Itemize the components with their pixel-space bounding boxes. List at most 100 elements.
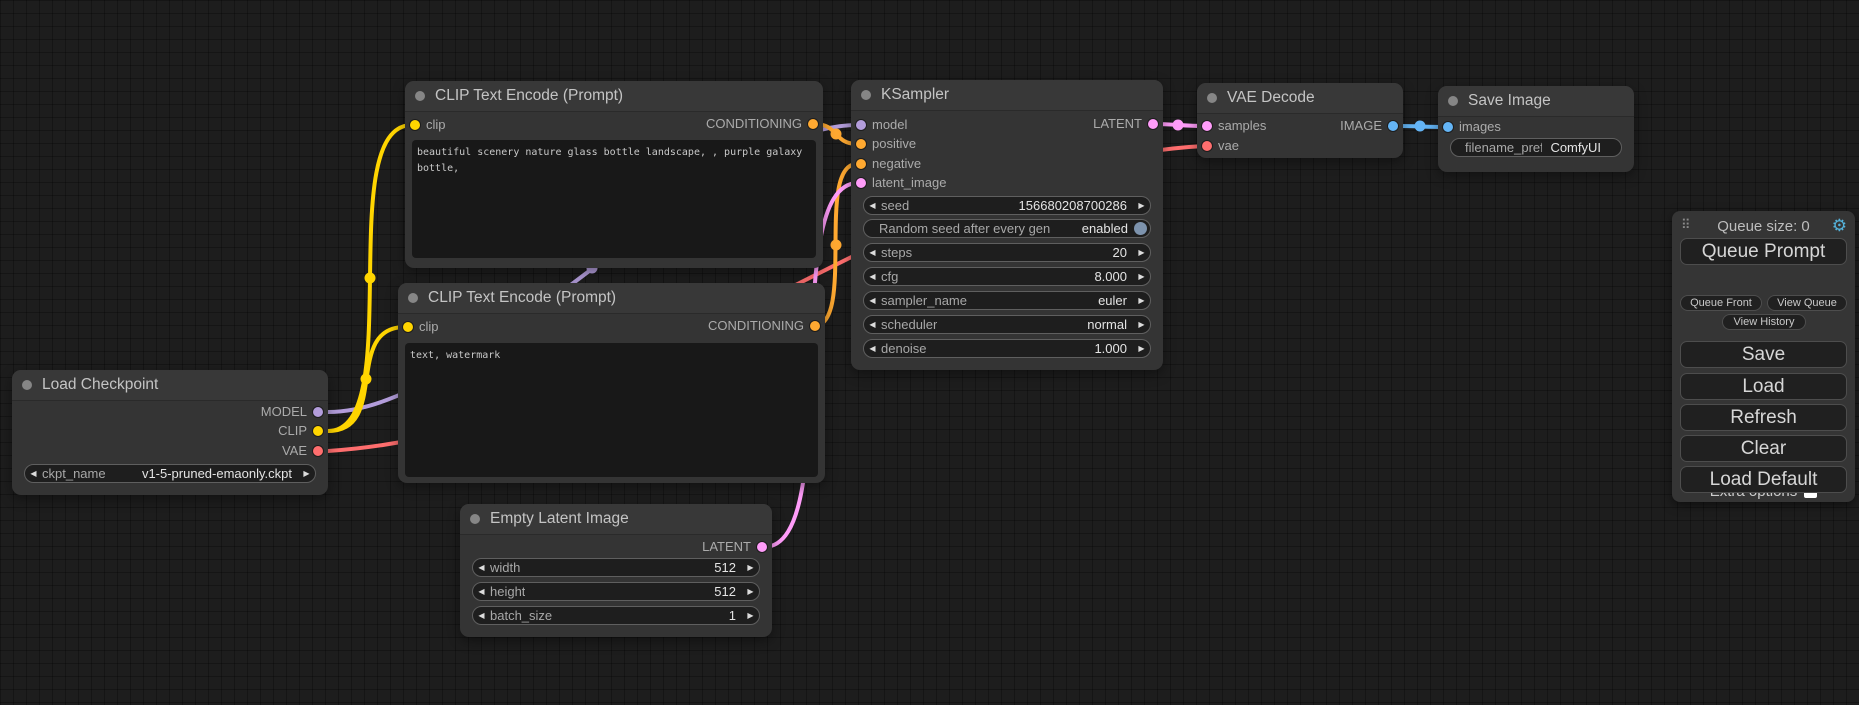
input-slot-dot-latent_image[interactable] [856,178,866,188]
input-slot-dot-negative[interactable] [856,159,866,169]
node-title-label: Empty Latent Image [490,510,629,527]
collapse-dot[interactable] [861,90,871,100]
arrow-left-icon[interactable]: ◀ [869,344,876,353]
arrow-right-icon[interactable]: ▶ [1138,201,1145,210]
input-slot-label: positive [872,136,917,151]
input-slot-vae: vae [1197,137,1239,155]
input-slot-dot-model[interactable] [856,120,866,130]
arrow-left-icon[interactable]: ◀ [869,248,876,257]
arrow-left-icon[interactable]: ◀ [478,563,485,572]
widget-value: 20 [1112,245,1127,260]
arrow-left-icon[interactable]: ◀ [478,611,485,620]
widget-width[interactable]: ◀ width 512 ▶ [472,558,760,577]
save-button[interactable]: Save [1680,341,1847,368]
arrow-right-icon[interactable]: ▶ [747,587,754,596]
output-slot-clip: CLIP [278,422,328,440]
prompt-textarea[interactable]: beautiful scenery nature glass bottle la… [412,140,816,258]
collapse-dot[interactable] [415,91,425,101]
node-clip-text-encode-1[interactable]: CLIP Text Encode (Prompt) clip CONDITIONIN… [405,81,823,268]
node-title: CLIP Text Encode (Prompt) [398,283,825,314]
gear-icon[interactable]: ⚙ [1831,216,1847,235]
input-slot-dot-images[interactable] [1443,122,1453,132]
widget-random-seed-after-every-gen[interactable]: Random seed after every gen enabled [863,219,1151,238]
collapse-dot[interactable] [408,293,418,303]
widget-value: normal [1087,317,1127,332]
output-slot-dot-image[interactable] [1388,121,1398,131]
queue-size-label: Queue size: 0 [1717,218,1810,235]
input-slot-dot-positive[interactable] [856,139,866,149]
arrow-right-icon[interactable]: ▶ [1138,272,1145,281]
node-title-label: CLIP Text Encode (Prompt) [435,87,624,104]
output-slot-dot-conditioning[interactable] [808,119,818,129]
arrow-left-icon[interactable]: ◀ [869,201,876,210]
input-slot-label: negative [872,156,922,171]
output-slot-dot-latent[interactable] [1148,119,1158,129]
collapse-dot[interactable] [1448,96,1458,106]
node-title-label: VAE Decode [1227,89,1315,106]
toggle-knob[interactable] [1134,222,1147,235]
view-history-button[interactable]: View History [1722,314,1806,330]
output-slot-dot-clip[interactable] [313,426,323,436]
output-slot-label: LATENT [702,539,751,554]
arrow-right-icon[interactable]: ▶ [1138,248,1145,257]
arrow-left-icon[interactable]: ◀ [869,296,876,305]
view-queue-button[interactable]: View Queue [1767,295,1847,311]
arrow-right-icon[interactable]: ▶ [303,469,310,478]
prompt-textarea[interactable]: text, watermark [405,343,818,477]
refresh-button[interactable]: Refresh [1680,404,1847,431]
widget-height[interactable]: ◀ height 512 ▶ [472,582,760,601]
input-slot-samples: samples [1197,117,1266,135]
widget-seed[interactable]: ◀ seed 156680208700286 ▶ [863,196,1151,215]
widget-scheduler[interactable]: ◀ scheduler normal ▶ [863,315,1151,334]
clear-button[interactable]: Clear [1680,435,1847,462]
widget-value: ComfyUI [1550,140,1601,155]
load-default-button[interactable]: Load Default [1680,466,1847,493]
queue-front-button[interactable]: Queue Front [1680,295,1762,311]
node-vae-decode[interactable]: VAE Decode samples vae IMAGE [1197,83,1403,158]
input-slot-dot-vae[interactable] [1202,141,1212,151]
collapse-dot[interactable] [22,380,32,390]
arrow-left-icon[interactable]: ◀ [869,272,876,281]
node-title: Empty Latent Image [460,504,772,535]
arrow-left-icon[interactable]: ◀ [30,469,37,478]
widget-batch_size[interactable]: ◀ batch_size 1 ▶ [472,606,760,625]
queue-prompt-button[interactable]: Queue Prompt [1680,238,1847,265]
output-slot-dot-model[interactable] [313,407,323,417]
output-slot-dot-conditioning[interactable] [810,321,820,331]
input-slot-dot-clip[interactable] [410,120,420,130]
arrow-right-icon[interactable]: ▶ [1138,296,1145,305]
input-slot-dot-clip[interactable] [403,322,413,332]
input-slot-label: model [872,117,908,132]
node-title-label: KSampler [881,86,950,103]
widget-ckpt_name[interactable]: ◀ ckpt_name v1-5-pruned-emaonly.ckpt ▶ [24,464,316,483]
drag-handle-icon[interactable]: ⠿ [1681,217,1691,232]
output-slot-dot-latent[interactable] [757,542,767,552]
arrow-right-icon[interactable]: ▶ [1138,320,1145,329]
input-slot-dot-samples[interactable] [1202,121,1212,131]
load-button[interactable]: Load [1680,373,1847,400]
widget-value: 512 [714,560,736,575]
arrow-right-icon[interactable]: ▶ [747,611,754,620]
output-slot-dot-vae[interactable] [313,446,323,456]
node-empty-latent-image[interactable]: Empty Latent Image LATENT ◀ width 512 ▶ ◀ heigh… [460,504,772,637]
input-slot-label: clip [426,117,446,132]
node-ksampler[interactable]: KSampler model positive negative latent_imag… [851,80,1163,370]
widget-label: sampler_name [881,293,967,308]
node-save-image[interactable]: Save Image images filename_prefix ComfyUI [1438,86,1634,172]
arrow-left-icon[interactable]: ◀ [478,587,485,596]
collapse-dot[interactable] [470,514,480,524]
widget-sampler_name[interactable]: ◀ sampler_name euler ▶ [863,291,1151,310]
arrow-right-icon[interactable]: ▶ [747,563,754,572]
node-clip-text-encode-2[interactable]: CLIP Text Encode (Prompt) clip CONDITIONIN… [398,283,825,483]
arrow-left-icon[interactable]: ◀ [869,320,876,329]
node-load-checkpoint[interactable]: Load Checkpoint MODEL CLIP VAE ◀ ckpt_name v1-… [12,370,328,495]
collapse-dot[interactable] [1207,93,1217,103]
arrow-right-icon[interactable]: ▶ [1138,344,1145,353]
widget-value: v1-5-pruned-emaonly.ckpt [141,466,292,481]
widget-cfg[interactable]: ◀ cfg 8.000 ▶ [863,267,1151,286]
widget-filename_prefix[interactable]: filename_prefix ComfyUI [1450,138,1622,157]
widget-denoise[interactable]: ◀ denoise 1.000 ▶ [863,339,1151,358]
widget-steps[interactable]: ◀ steps 20 ▶ [863,243,1151,262]
output-slot-label: VAE [281,443,307,458]
